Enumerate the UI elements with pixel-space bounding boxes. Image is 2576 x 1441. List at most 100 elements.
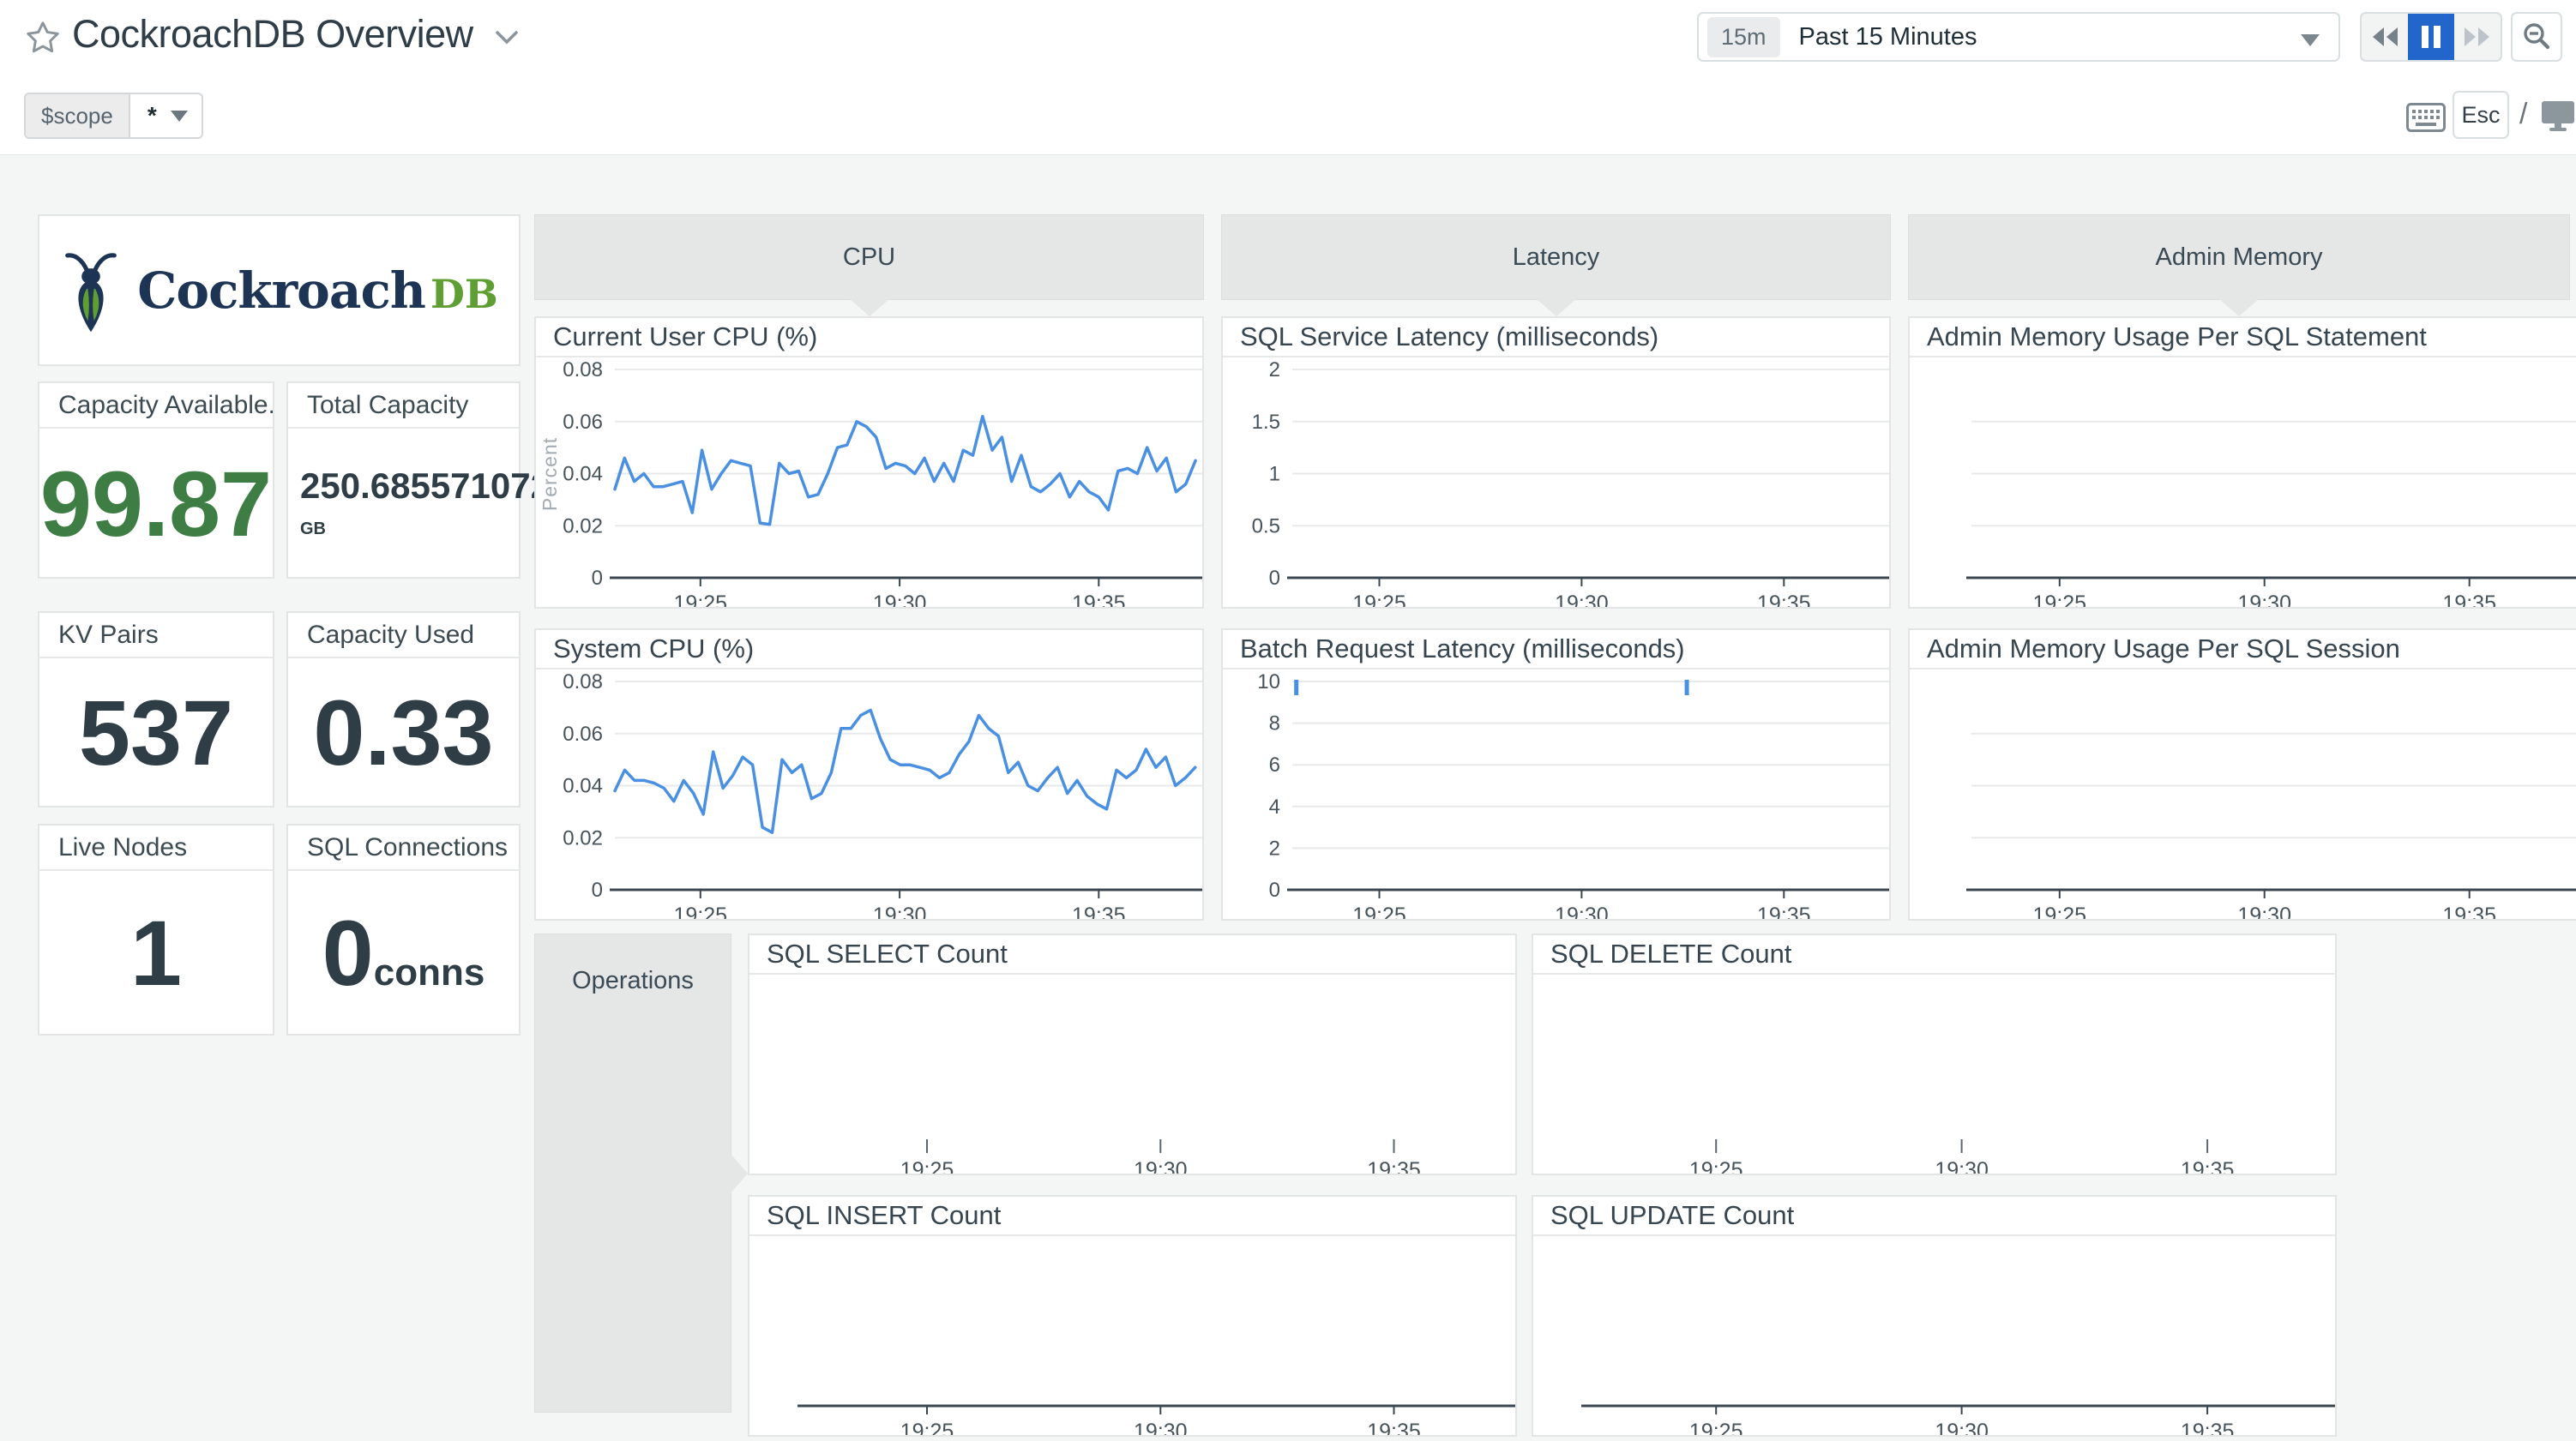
magnifier-minus-icon	[2524, 23, 2550, 50]
chart-sql-insert-count[interactable]: SQL INSERT Count 19:25 19:30 19:35	[748, 1195, 1517, 1437]
chart-title: System CPU (%)	[536, 630, 1202, 669]
chart-admin-memory-per-statement[interactable]: Admin Memory Usage Per SQL Statement 19:…	[1908, 316, 2576, 609]
svg-text:19:25: 19:25	[900, 1420, 954, 1435]
svg-text:19:30: 19:30	[1555, 591, 1609, 607]
svg-text:19:35: 19:35	[2442, 904, 2496, 919]
zoom-out-button[interactable]	[2511, 12, 2562, 62]
svg-text:8: 8	[1269, 712, 1280, 736]
chart-sql-service-latency[interactable]: SQL Service Latency (milliseconds) 0 0.5 1…	[1221, 316, 1891, 609]
svg-text:19:30: 19:30	[873, 904, 927, 919]
svg-text:0.06: 0.06	[563, 723, 603, 746]
svg-text:19:25: 19:25	[2033, 591, 2087, 607]
svg-text:19:30: 19:30	[1935, 1420, 1989, 1435]
svg-text:0.5: 0.5	[1252, 514, 1280, 537]
group-header-admin-memory[interactable]: Admin Memory	[1908, 214, 2570, 316]
svg-text:19:30: 19:30	[1134, 1420, 1188, 1435]
chart-plot-area: 0 0.02 0.04 0.06 0.08 19:25 19:30 19:35 Percent	[536, 359, 1202, 607]
stat-value-number: 250.6855710720	[300, 465, 571, 506]
svg-text:0.04: 0.04	[563, 775, 603, 798]
favorite-star-icon[interactable]	[24, 19, 62, 57]
svg-text:6: 6	[1269, 754, 1280, 777]
stat-unit: GB	[300, 519, 326, 538]
template-variable-name: $scope	[26, 94, 130, 137]
stat-value: 99.87	[39, 451, 273, 555]
svg-text:19:35: 19:35	[1367, 1158, 1421, 1174]
stat-title: Capacity Available...	[39, 383, 273, 429]
stat-title: KV Pairs	[39, 613, 273, 658]
chart-admin-memory-per-session[interactable]: Admin Memory Usage Per SQL Session 19:25…	[1908, 628, 2576, 921]
stat-unit: conns	[373, 952, 485, 994]
pause-button[interactable]	[2408, 14, 2454, 60]
timeline-playback-controls	[2360, 12, 2502, 62]
group-notch	[730, 1152, 748, 1194]
group-header-latency[interactable]: Latency	[1221, 214, 1891, 316]
template-variable-scope[interactable]: $scope *	[24, 93, 203, 139]
svg-text:0: 0	[1269, 567, 1280, 590]
svg-text:10: 10	[1257, 671, 1280, 693]
time-range-caret-icon	[2301, 34, 2320, 46]
chart-sql-delete-count[interactable]: SQL DELETE Count 19:25 19:30 19:35	[1532, 934, 2337, 1175]
svg-text:0.08: 0.08	[563, 671, 603, 693]
keyboard-shortcuts-icon[interactable]	[2406, 103, 2446, 132]
chart-current-user-cpu[interactable]: Current User CPU (%) 0 0.02 0.04 0.06 0.08 19…	[534, 316, 1204, 609]
logo-word: Cockroach	[137, 261, 426, 320]
chart-system-cpu[interactable]: System CPU (%) 0 0.02 0.04 0.06 0.08 19:25 19:…	[534, 628, 1204, 921]
dashboard-canvas: Cockroach DB Capacity Available... 99.87 …	[0, 154, 2576, 1441]
svg-text:19:30: 19:30	[1134, 1158, 1188, 1174]
time-range-select[interactable]: 15m Past 15 Minutes	[1697, 12, 2340, 62]
svg-text:19:35: 19:35	[2181, 1420, 2235, 1435]
group-header-cpu[interactable]: CPU	[534, 214, 1204, 316]
title-chevron-down-icon[interactable]	[494, 29, 520, 46]
stat-sql-connections[interactable]: SQL Connections 0conns	[286, 824, 521, 1036]
stat-value: 250.6855710720 GB	[288, 465, 582, 540]
tv-mode-icon[interactable]	[2540, 99, 2576, 132]
chart-plot-area: 19:25 19:30 19:35	[749, 976, 1515, 1174]
svg-text:2: 2	[1269, 837, 1280, 860]
chart-title: Admin Memory Usage Per SQL Session	[1910, 630, 2576, 669]
group-header-label: CPU	[842, 243, 896, 271]
esc-button[interactable]: Esc	[2453, 91, 2509, 139]
group-header-label: Admin Memory	[2155, 243, 2323, 271]
svg-text:19:35: 19:35	[2181, 1158, 2235, 1174]
svg-text:1.5: 1.5	[1252, 411, 1280, 434]
stat-kv-pairs[interactable]: KV Pairs 537	[38, 611, 274, 808]
template-variable-value: *	[130, 94, 202, 137]
group-notch	[2218, 298, 2260, 316]
svg-text:19:25: 19:25	[1689, 1420, 1743, 1435]
forward-button[interactable]	[2454, 14, 2501, 60]
svg-text:19:30: 19:30	[2237, 591, 2291, 607]
stat-value: 0conns	[322, 907, 485, 1000]
slash-separator: /	[2519, 98, 2528, 130]
svg-text:19:25: 19:25	[1352, 904, 1406, 919]
stat-capacity-available[interactable]: Capacity Available... 99.87	[38, 381, 274, 579]
group-header-operations[interactable]: Operations	[534, 934, 748, 1413]
chart-title: SQL DELETE Count	[1533, 935, 2335, 975]
rewind-button[interactable]	[2362, 14, 2408, 60]
stat-total-capacity[interactable]: Total Capacity 250.6855710720 GB	[286, 381, 570, 579]
stat-title: SQL Connections	[288, 826, 519, 871]
chart-plot-area: 19:25 19:30 19:35	[1910, 359, 2576, 607]
svg-text:19:25: 19:25	[1352, 591, 1406, 607]
stat-title: Capacity Used	[288, 613, 519, 658]
chart-plot-area: 19:25 19:30 19:35	[1533, 976, 2335, 1174]
stat-value-number: 0	[322, 901, 374, 1005]
chart-sql-update-count[interactable]: SQL UPDATE Count 19:25 19:30 19:35	[1532, 1195, 2337, 1437]
group-header-label: Latency	[1512, 243, 1600, 271]
svg-text:19:35: 19:35	[1757, 904, 1811, 919]
cockroach-bug-icon	[65, 252, 117, 332]
svg-text:19:25: 19:25	[2033, 904, 2087, 919]
cockroachdb-logo-card[interactable]: Cockroach DB	[38, 214, 521, 366]
svg-text:Percent: Percent	[539, 437, 561, 511]
chart-sql-select-count[interactable]: SQL SELECT Count 19:25 19:30 19:35	[748, 934, 1517, 1175]
svg-text:0.06: 0.06	[563, 411, 603, 434]
stat-value: 1	[129, 901, 183, 1005]
svg-text:19:25: 19:25	[674, 904, 728, 919]
stat-live-nodes[interactable]: Live Nodes 1	[38, 824, 274, 1036]
svg-text:0.02: 0.02	[563, 514, 603, 537]
chart-batch-request-latency[interactable]: Batch Request Latency (milliseconds) 0 2 4…	[1221, 628, 1891, 921]
stat-capacity-used[interactable]: Capacity Used 0.33	[286, 611, 521, 808]
svg-text:19:35: 19:35	[1072, 904, 1126, 919]
template-variable-value-text: *	[147, 102, 157, 129]
group-header-label: Operations	[572, 967, 694, 994]
stat-value: 0.33	[313, 681, 494, 784]
